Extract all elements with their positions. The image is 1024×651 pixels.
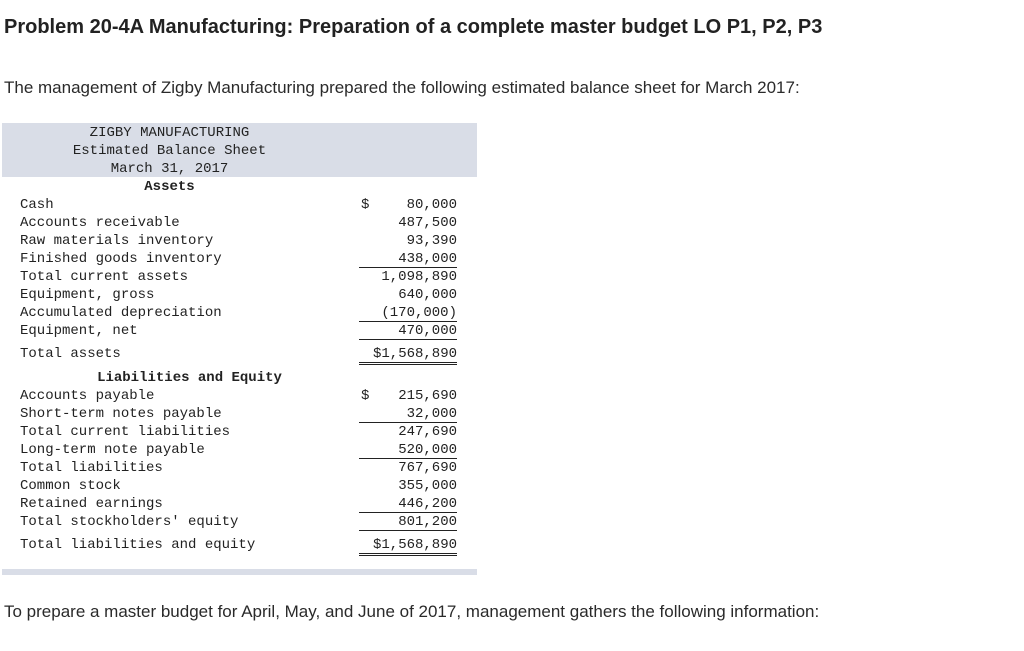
row-label: Cash xyxy=(20,197,54,213)
liabilities-heading: Liabilities and Equity xyxy=(97,370,282,386)
row-value: 640,000 xyxy=(398,287,457,303)
row-label: Retained earnings xyxy=(20,496,163,512)
outro-text: To prepare a master budget for April, Ma… xyxy=(4,602,820,621)
row-value: 801,200 xyxy=(359,514,457,531)
row-value: 767,690 xyxy=(398,460,457,476)
statement-date: March 31, 2017 xyxy=(110,161,229,177)
liability-row-total-equity: Total stockholders' equity 801,200 xyxy=(2,514,477,532)
row-value: 1,098,890 xyxy=(381,269,457,285)
footer-band xyxy=(2,569,477,575)
row-label: Total liabilities xyxy=(20,460,163,476)
company-name: ZIGBY MANUFACTURING xyxy=(89,125,250,141)
asset-row-total-current: Total current assets 1,098,890 xyxy=(2,269,477,287)
row-value: 520,000 xyxy=(359,442,457,459)
asset-row-finished-goods: Finished goods inventory 438,000 xyxy=(2,251,477,269)
row-label: Accounts payable xyxy=(20,388,155,404)
asset-row-equipment-net: Equipment, net 470,000 xyxy=(2,323,477,341)
row-value: 93,390 xyxy=(406,233,457,249)
row-label: Total current assets xyxy=(20,269,189,285)
currency-symbol: $ xyxy=(361,197,370,213)
row-label: Total stockholders' equity xyxy=(20,514,239,530)
row-label: Accounts receivable xyxy=(20,215,180,231)
row-label: Equipment, gross xyxy=(20,287,155,303)
liability-row-total-liabilities: Total liabilities 767,690 xyxy=(2,460,477,478)
row-value: 487,500 xyxy=(398,215,457,231)
balance-sheet: ZIGBY MANUFACTURING Estimated Balance Sh… xyxy=(2,123,477,575)
asset-row-accumulated-depreciation: Accumulated depreciation (170,000) xyxy=(2,305,477,323)
asset-row-raw-materials: Raw materials inventory 93,390 xyxy=(2,233,477,251)
row-value: (170,000) xyxy=(359,305,457,322)
row-label: Equipment, net xyxy=(20,323,138,339)
liability-row-common-stock: Common stock 355,000 xyxy=(2,478,477,496)
asset-row-cash: Cash $ 80,000 xyxy=(2,197,477,215)
row-label: Finished goods inventory xyxy=(20,251,222,267)
liability-row-accounts-payable: Accounts payable $ 215,690 xyxy=(2,388,477,406)
liability-row-long-term-note: Long-term note payable 520,000 xyxy=(2,442,477,460)
row-value: 438,000 xyxy=(359,251,457,268)
asset-row-equipment-gross: Equipment, gross 640,000 xyxy=(2,287,477,305)
row-label: Total current liabilities xyxy=(20,424,231,440)
row-label: Long-term note payable xyxy=(20,442,205,458)
row-label: Raw materials inventory xyxy=(20,233,214,249)
asset-row-total-assets: Total assets $1,568,890 xyxy=(2,346,477,365)
row-value: 215,690 xyxy=(398,388,457,404)
row-value: 355,000 xyxy=(398,478,457,494)
intro-text: The management of Zigby Manufacturing pr… xyxy=(4,78,800,97)
row-label: Accumulated depreciation xyxy=(20,305,222,321)
row-value: $1,568,890 xyxy=(359,537,457,556)
row-value: 80,000 xyxy=(406,197,457,213)
liability-row-total-current: Total current liabilities 247,690 xyxy=(2,424,477,442)
row-label: Total liabilities and equity xyxy=(20,537,256,553)
liability-row-retained-earnings: Retained earnings 446,200 xyxy=(2,496,477,514)
liability-row-short-term-notes: Short-term notes payable 32,000 xyxy=(2,406,477,424)
row-value: 247,690 xyxy=(398,424,457,440)
row-value: 446,200 xyxy=(359,496,457,513)
row-value: 470,000 xyxy=(359,323,457,340)
row-value: $1,568,890 xyxy=(359,346,457,365)
currency-symbol: $ xyxy=(361,388,370,404)
row-label: Common stock xyxy=(20,478,121,494)
problem-title: Problem 20-4A Manufacturing: Preparation… xyxy=(4,16,823,38)
header-band xyxy=(2,123,477,177)
statement-name: Estimated Balance Sheet xyxy=(72,143,267,159)
row-label: Total assets xyxy=(20,346,121,362)
row-label: Short-term notes payable xyxy=(20,406,222,422)
assets-heading: Assets xyxy=(144,179,195,195)
asset-row-accounts-receivable: Accounts receivable 487,500 xyxy=(2,215,477,233)
liability-row-total-liabilities-equity: Total liabilities and equity $1,568,890 xyxy=(2,537,477,556)
row-value: 32,000 xyxy=(359,406,457,423)
